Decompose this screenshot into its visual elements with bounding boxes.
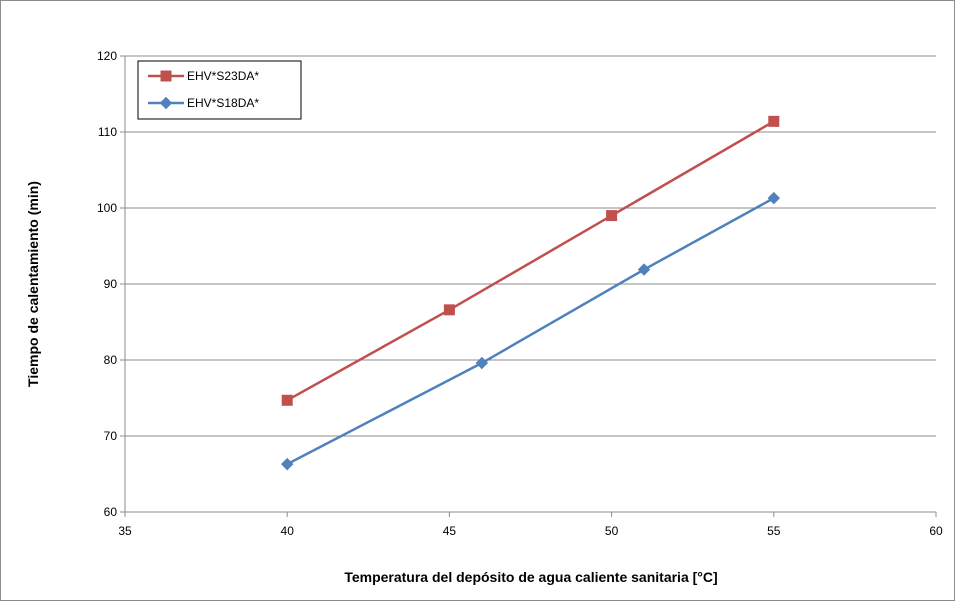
x-axis-title: Temperatura del depósito de agua calient…	[344, 569, 717, 585]
data-point	[475, 356, 489, 370]
y-axis-title: Tiempo de calentamiento (min)	[25, 181, 41, 387]
y-tick-label: 80	[104, 353, 118, 367]
y-tick-label: 120	[97, 49, 117, 63]
data-point	[637, 263, 651, 276]
data-point	[443, 304, 455, 316]
data-point	[280, 457, 294, 471]
x-tick-label: 55	[767, 524, 781, 538]
data-point	[768, 115, 780, 127]
legend-entry: EHV*S23DA*	[187, 69, 259, 83]
y-tick-label: 90	[104, 277, 118, 291]
series-1	[281, 115, 780, 406]
series-layer	[280, 115, 781, 471]
series-line	[286, 197, 775, 466]
legend: EHV*S23DA* EHV*S18DA*	[137, 60, 302, 120]
gridlines	[125, 55, 936, 437]
x-tick-label: 45	[443, 524, 457, 538]
y-tick-label: 70	[104, 429, 118, 443]
x-tick-labels: 35 40 45 50 55 60	[118, 524, 943, 538]
x-tick-label: 50	[605, 524, 619, 538]
series-2	[280, 191, 781, 471]
y-tick-label: 60	[104, 505, 118, 519]
x-tick-label: 35	[118, 524, 132, 538]
y-tick-label: 100	[97, 201, 117, 215]
legend-swatch-marker	[159, 96, 173, 110]
y-tick-labels: 60 70 80 90 100 110 120	[97, 49, 117, 519]
data-point	[606, 210, 618, 222]
y-tick-label: 110	[98, 125, 117, 139]
data-point	[767, 191, 781, 205]
legend-entry: EHV*S18DA*	[187, 96, 259, 110]
legend-swatch-marker	[160, 70, 172, 82]
series-line	[286, 120, 775, 402]
data-point	[281, 394, 293, 406]
x-tick-label: 60	[929, 524, 943, 538]
x-tick-label: 40	[281, 524, 295, 538]
axes	[120, 55, 937, 517]
